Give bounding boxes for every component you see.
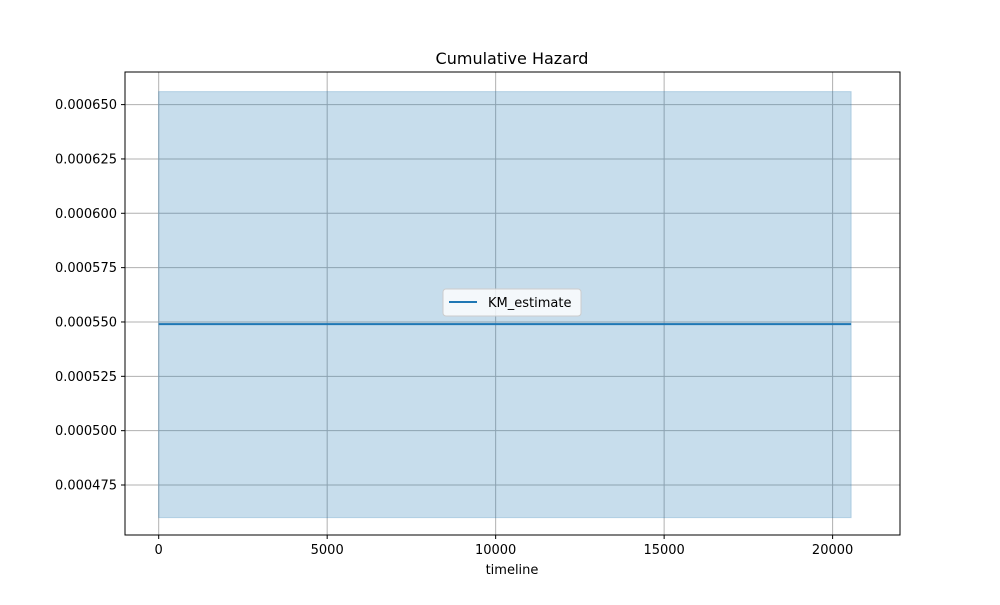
chart-title: Cumulative Hazard — [436, 49, 589, 68]
y-tick-label: 0.000550 — [55, 315, 117, 330]
legend: KM_estimate — [442, 288, 582, 317]
y-tick-label: 0.000600 — [55, 207, 117, 222]
grid-layer — [125, 72, 900, 535]
plot-frame — [124, 71, 901, 536]
legend-label-km-estimate: KM_estimate — [488, 296, 571, 311]
x-tick-label: 10000 — [475, 543, 516, 558]
y-tick-label: 0.000575 — [55, 261, 117, 276]
x-tick-label: 0 — [155, 543, 163, 558]
x-tick-label: 5000 — [311, 543, 344, 558]
y-tick-label: 0.000650 — [55, 98, 117, 113]
y-tick-label: 0.000500 — [55, 424, 117, 439]
y-tick-label: 0.000475 — [55, 479, 117, 494]
x-tick-label: 15000 — [643, 543, 684, 558]
legend-box — [442, 288, 582, 317]
x-axis-ticks: 0 5000 10000 15000 20000 — [155, 535, 853, 558]
y-tick-label: 0.000625 — [55, 152, 117, 167]
y-axis-ticks: 0.000475 0.000500 0.000525 0.000550 0.000575… — [55, 98, 125, 494]
x-tick-label: 20000 — [812, 543, 853, 558]
x-axis-label: timeline — [486, 563, 539, 578]
y-tick-label: 0.000525 — [55, 370, 117, 385]
